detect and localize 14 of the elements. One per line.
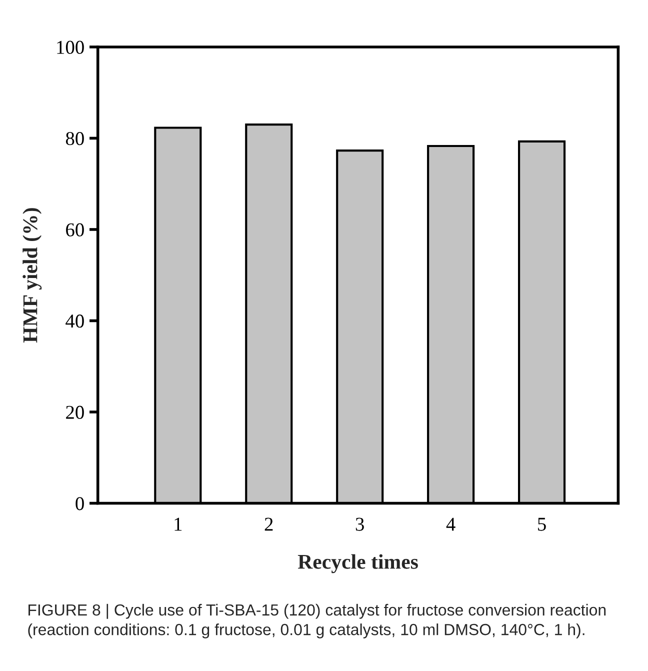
y-tick-label: 40 — [66, 314, 84, 328]
x-tick-label: 2 — [264, 518, 273, 531]
y-axis-title: HMF yield (%) — [22, 208, 42, 343]
y-tick-label: 60 — [66, 223, 84, 236]
x-tick-label: 5 — [538, 518, 546, 531]
x-tick-label: 1 — [174, 518, 182, 531]
y-tick-label: 20 — [66, 406, 84, 419]
caption: FIGURE 8 | Cycle use of Ti-SBA-15 (120) catalyst for fructose conversion reaction (reaction conditions: 0.1 g fructose, 0.01 g catalysts, 10 ml DMSO, 140°C, 1 h). — [28, 604, 606, 638]
x-tick-label: 4 — [446, 518, 456, 531]
y-tick-label: 0 — [76, 497, 84, 510]
x-tick-label: 3 — [356, 518, 364, 531]
x-axis-title: Recycle times — [298, 554, 418, 574]
y-tick-label: 100 — [57, 40, 84, 54]
y-tick-label: 80 — [66, 132, 84, 146]
